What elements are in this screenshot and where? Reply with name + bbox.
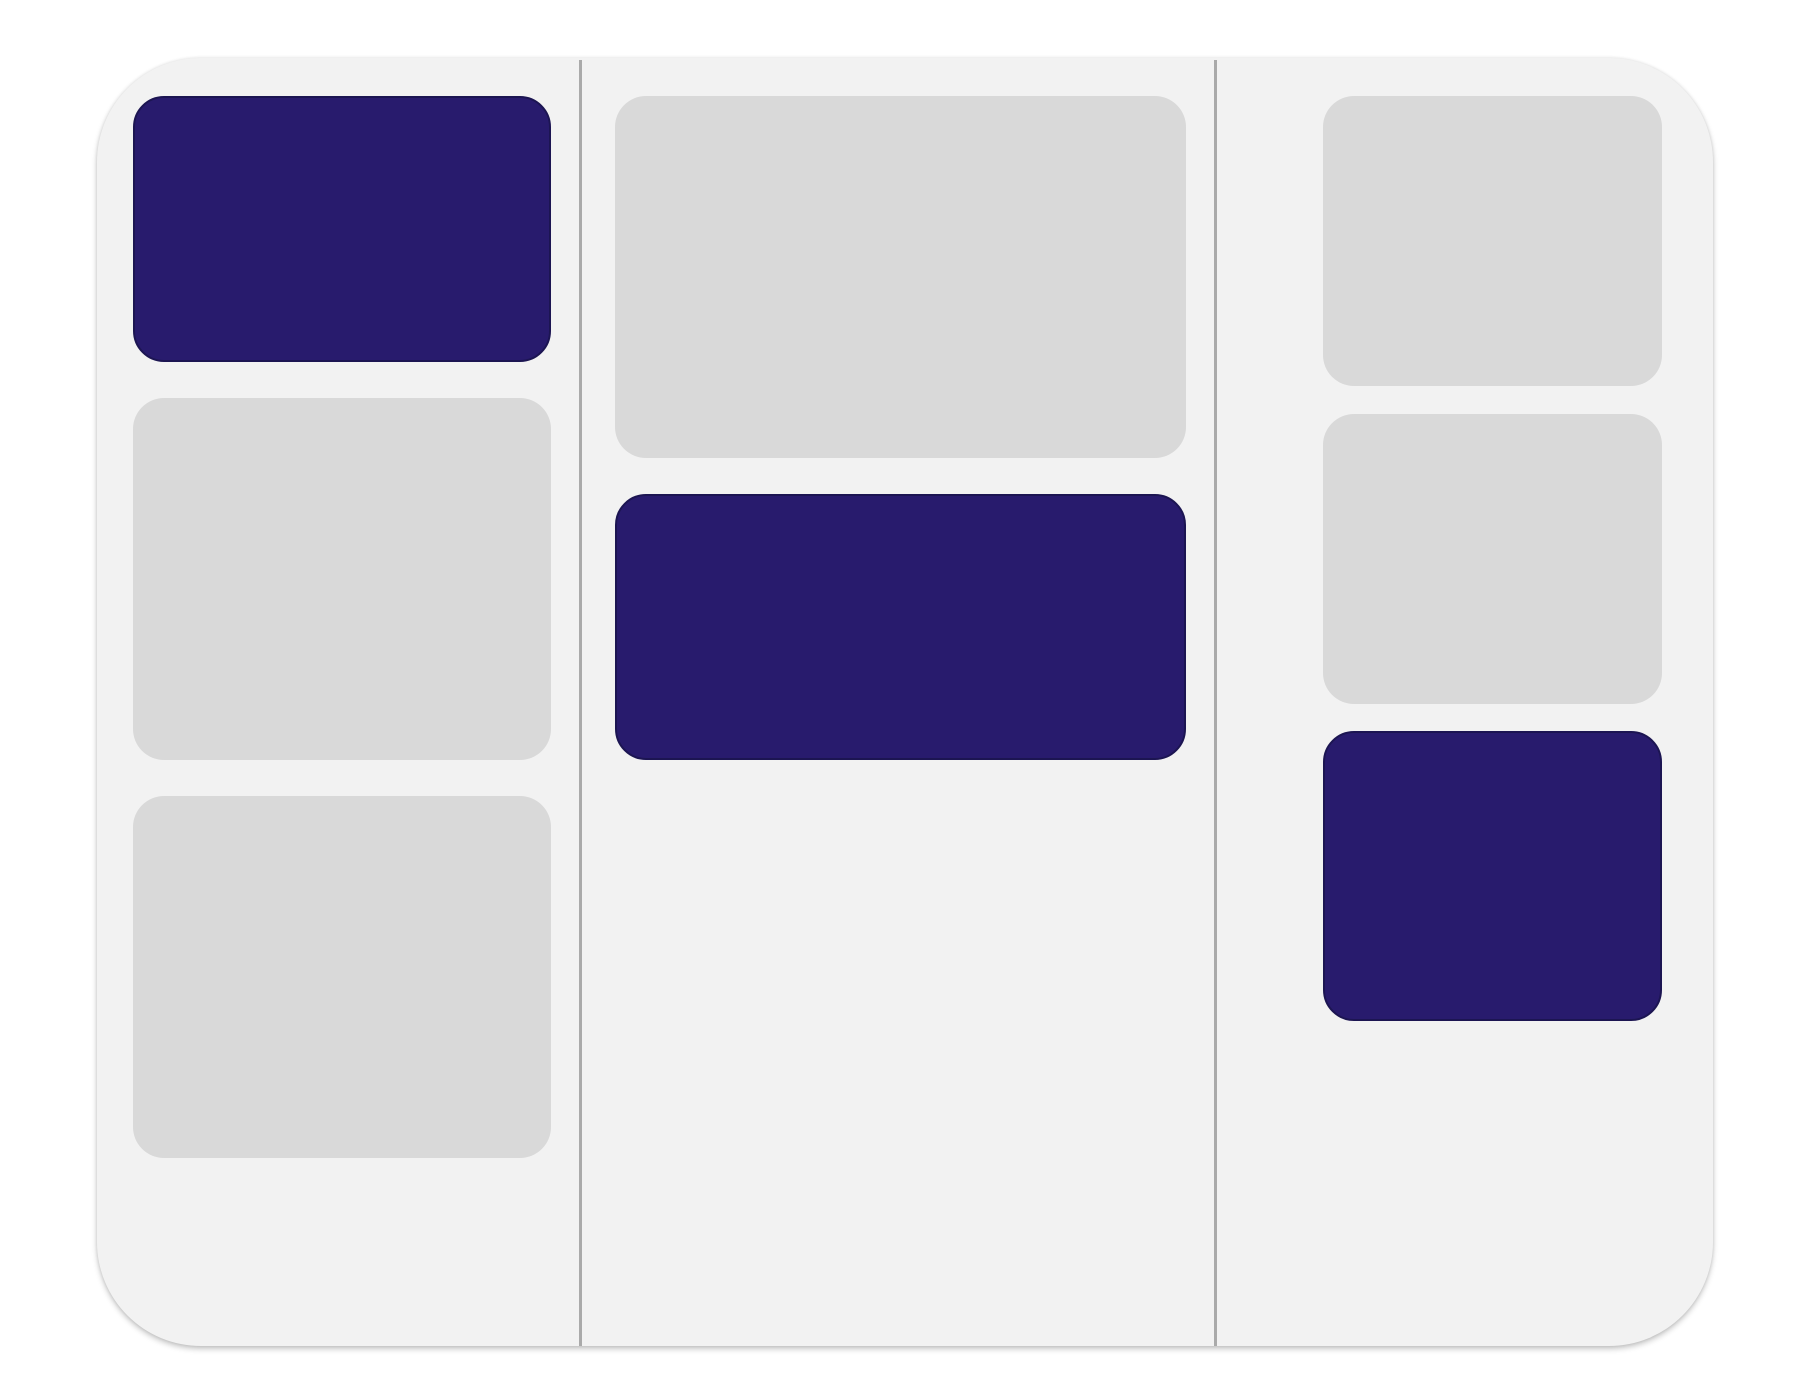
card-column-3-item-3 — [1323, 731, 1662, 1021]
column-divider — [1214, 60, 1217, 1346]
column-divider — [579, 60, 582, 1346]
card-column-3-item-1 — [1323, 96, 1662, 386]
card-column-1-item-1 — [133, 96, 551, 362]
board-container — [97, 58, 1713, 1346]
card-column-2-item-1 — [615, 96, 1186, 458]
card-column-1-item-3 — [133, 796, 551, 1158]
card-column-2-item-2 — [615, 494, 1186, 760]
card-column-1-item-2 — [133, 398, 551, 760]
card-column-3-item-2 — [1323, 414, 1662, 704]
